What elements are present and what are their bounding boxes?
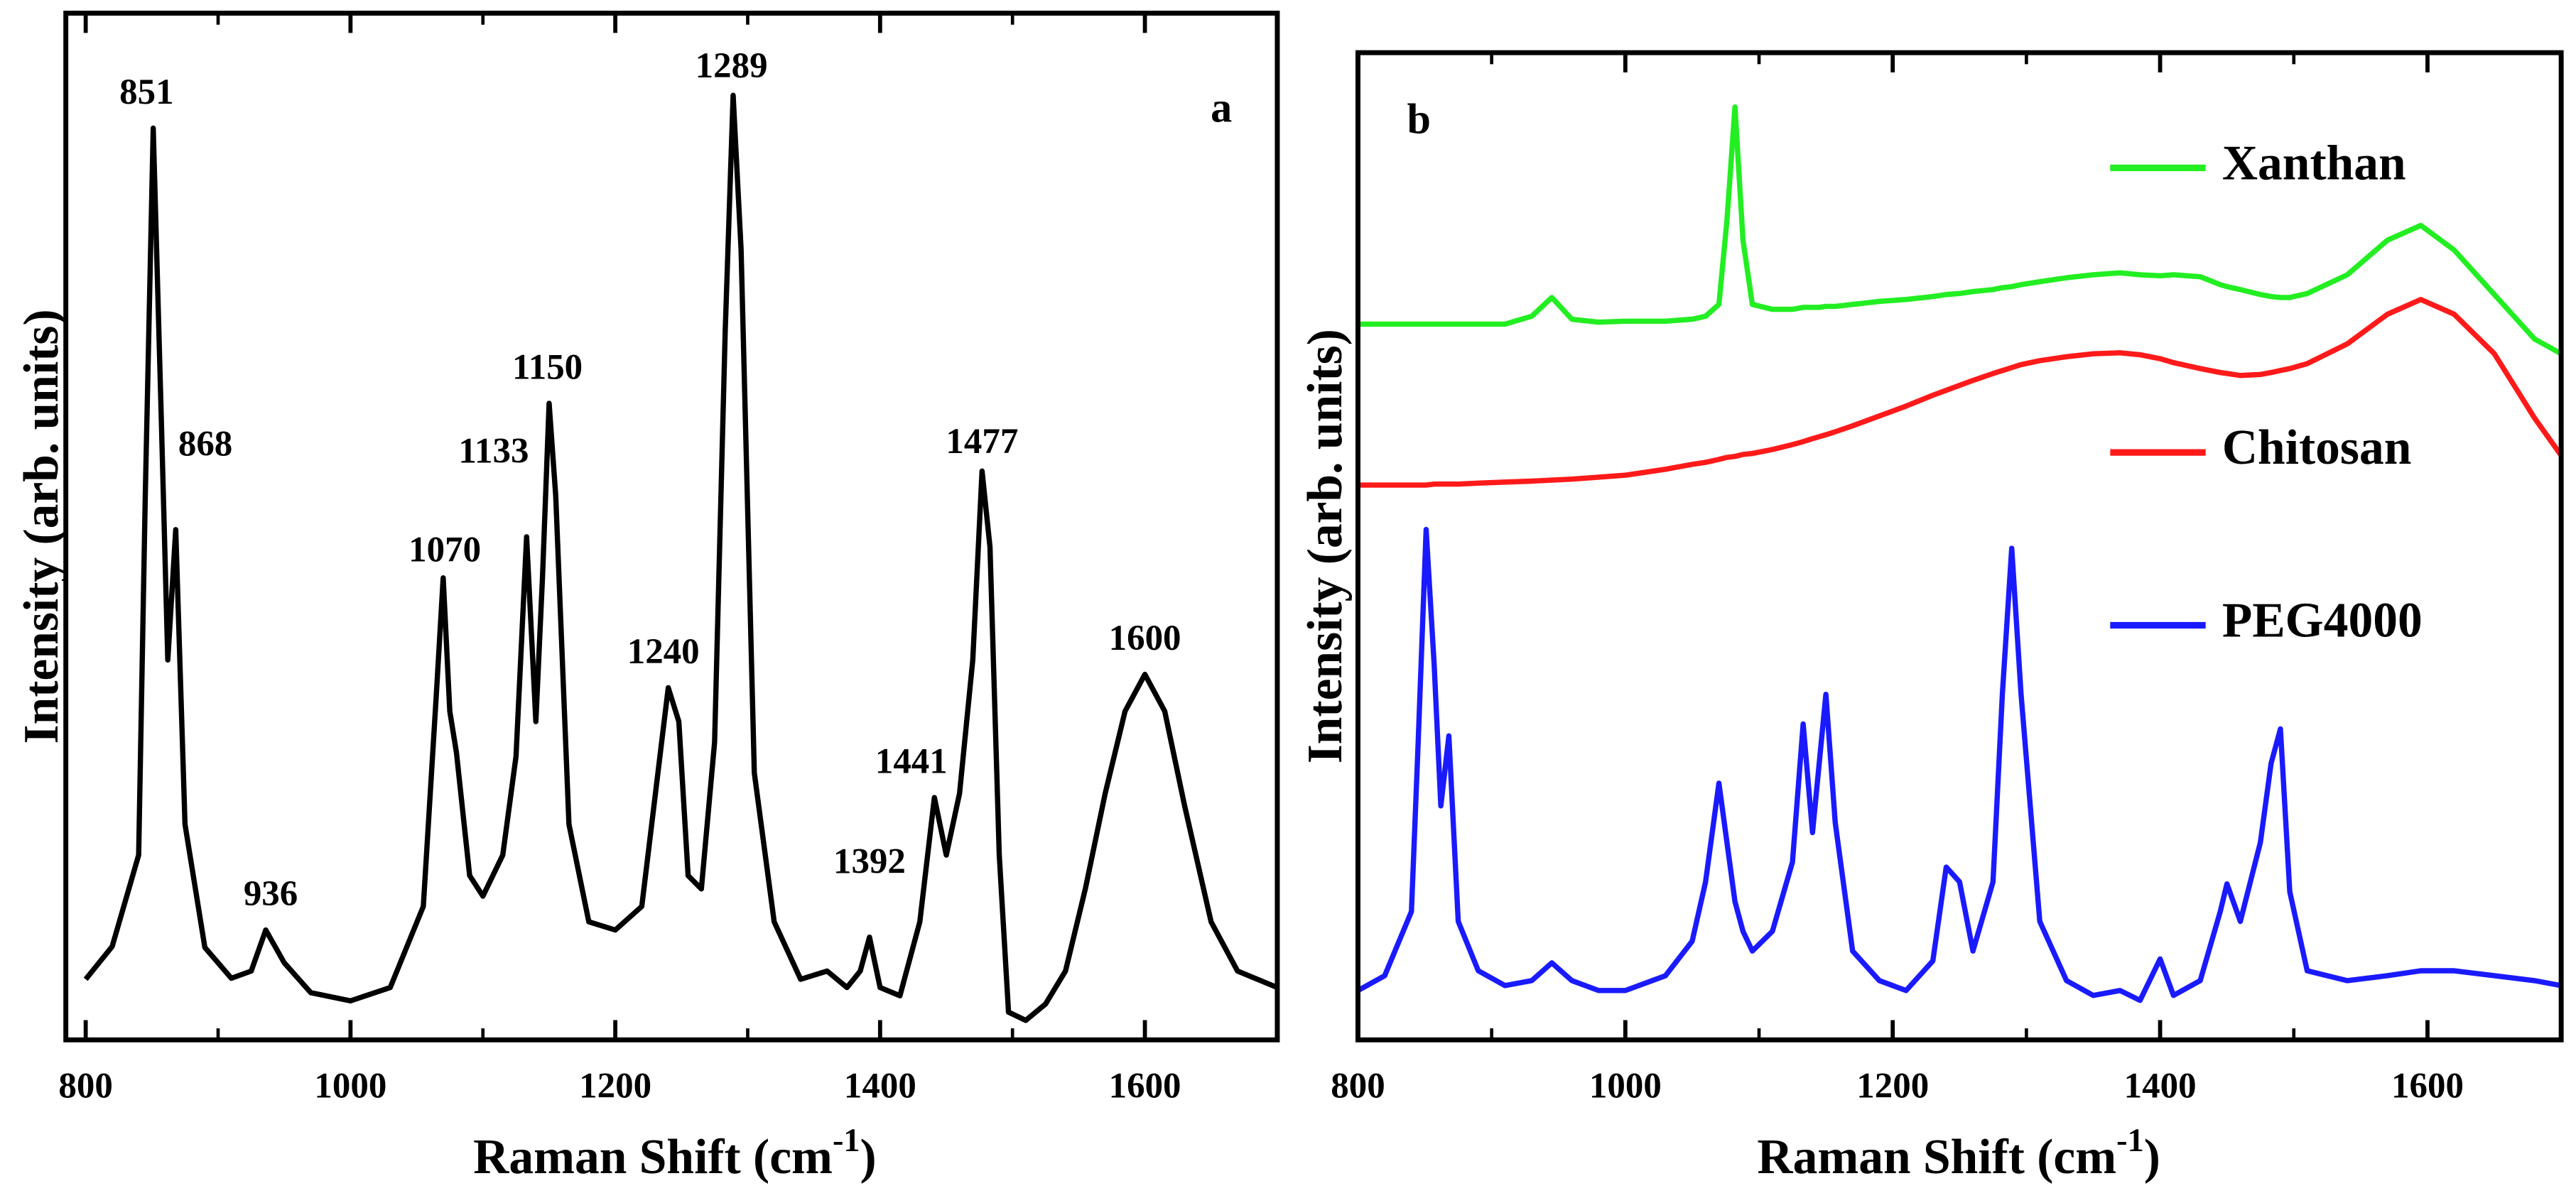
panel-label: b <box>1407 96 1431 143</box>
x-axis-label: Raman Shift (cm-1) <box>1757 1123 2160 1185</box>
x-axis-label: Raman Shift (cm-1) <box>473 1123 877 1185</box>
peak-label: 1441 <box>875 741 948 781</box>
x-tick-label: 1400 <box>844 1067 916 1106</box>
y-axis-label: Intensity (arb. units) <box>14 309 69 744</box>
series-line <box>1358 296 2564 488</box>
x-axis-label-part: Raman Shift (cm <box>1757 1130 2116 1185</box>
peak-label: 851 <box>119 72 173 112</box>
peak-label: 1133 <box>458 432 529 472</box>
peak-label: 936 <box>244 874 298 914</box>
peak-label: 1600 <box>1109 619 1181 658</box>
x-tick-label: 1000 <box>1589 1067 1662 1106</box>
peak-label: 1240 <box>627 632 700 672</box>
x-tick-label: 1200 <box>1856 1067 1929 1106</box>
x-axis-label-part: Raman Shift (cm <box>473 1130 833 1185</box>
plot-frame <box>1355 50 2564 1042</box>
legend-label: PEG4000 <box>2222 593 2423 648</box>
y-axis-label: Intensity (arb. units) <box>1298 329 1353 763</box>
x-axis-label-part: -1 <box>833 1123 860 1159</box>
peak-label: 1150 <box>512 347 583 387</box>
peak-label: 868 <box>178 425 232 464</box>
x-axis-label-part: -1 <box>2116 1123 2144 1159</box>
x-tick-label: 1000 <box>314 1067 386 1106</box>
series-line <box>1358 104 2563 356</box>
series-line <box>83 92 1279 1023</box>
plot-frame <box>63 11 1280 1042</box>
peak-label: 1289 <box>696 46 768 86</box>
x-tick-label: 1600 <box>1109 1067 1181 1106</box>
x-axis-label-part: ) <box>2144 1130 2160 1185</box>
x-tick-label: 1400 <box>2124 1067 2197 1106</box>
x-axis-label-part: ) <box>860 1130 877 1185</box>
x-tick-label: 1200 <box>579 1067 651 1106</box>
legend-label: Chitosan <box>2222 420 2412 475</box>
x-tick-label: 1600 <box>2391 1067 2464 1106</box>
peak-label: 1477 <box>946 422 1018 462</box>
peak-label: 1070 <box>408 530 481 570</box>
peak-label: 1392 <box>833 842 906 882</box>
series-line <box>1356 526 2562 1003</box>
x-tick-label: 800 <box>1331 1067 1385 1106</box>
x-tick-label: 800 <box>58 1067 112 1106</box>
panel-label: a <box>1211 84 1232 131</box>
legend-label: Xanthan <box>2222 136 2406 190</box>
